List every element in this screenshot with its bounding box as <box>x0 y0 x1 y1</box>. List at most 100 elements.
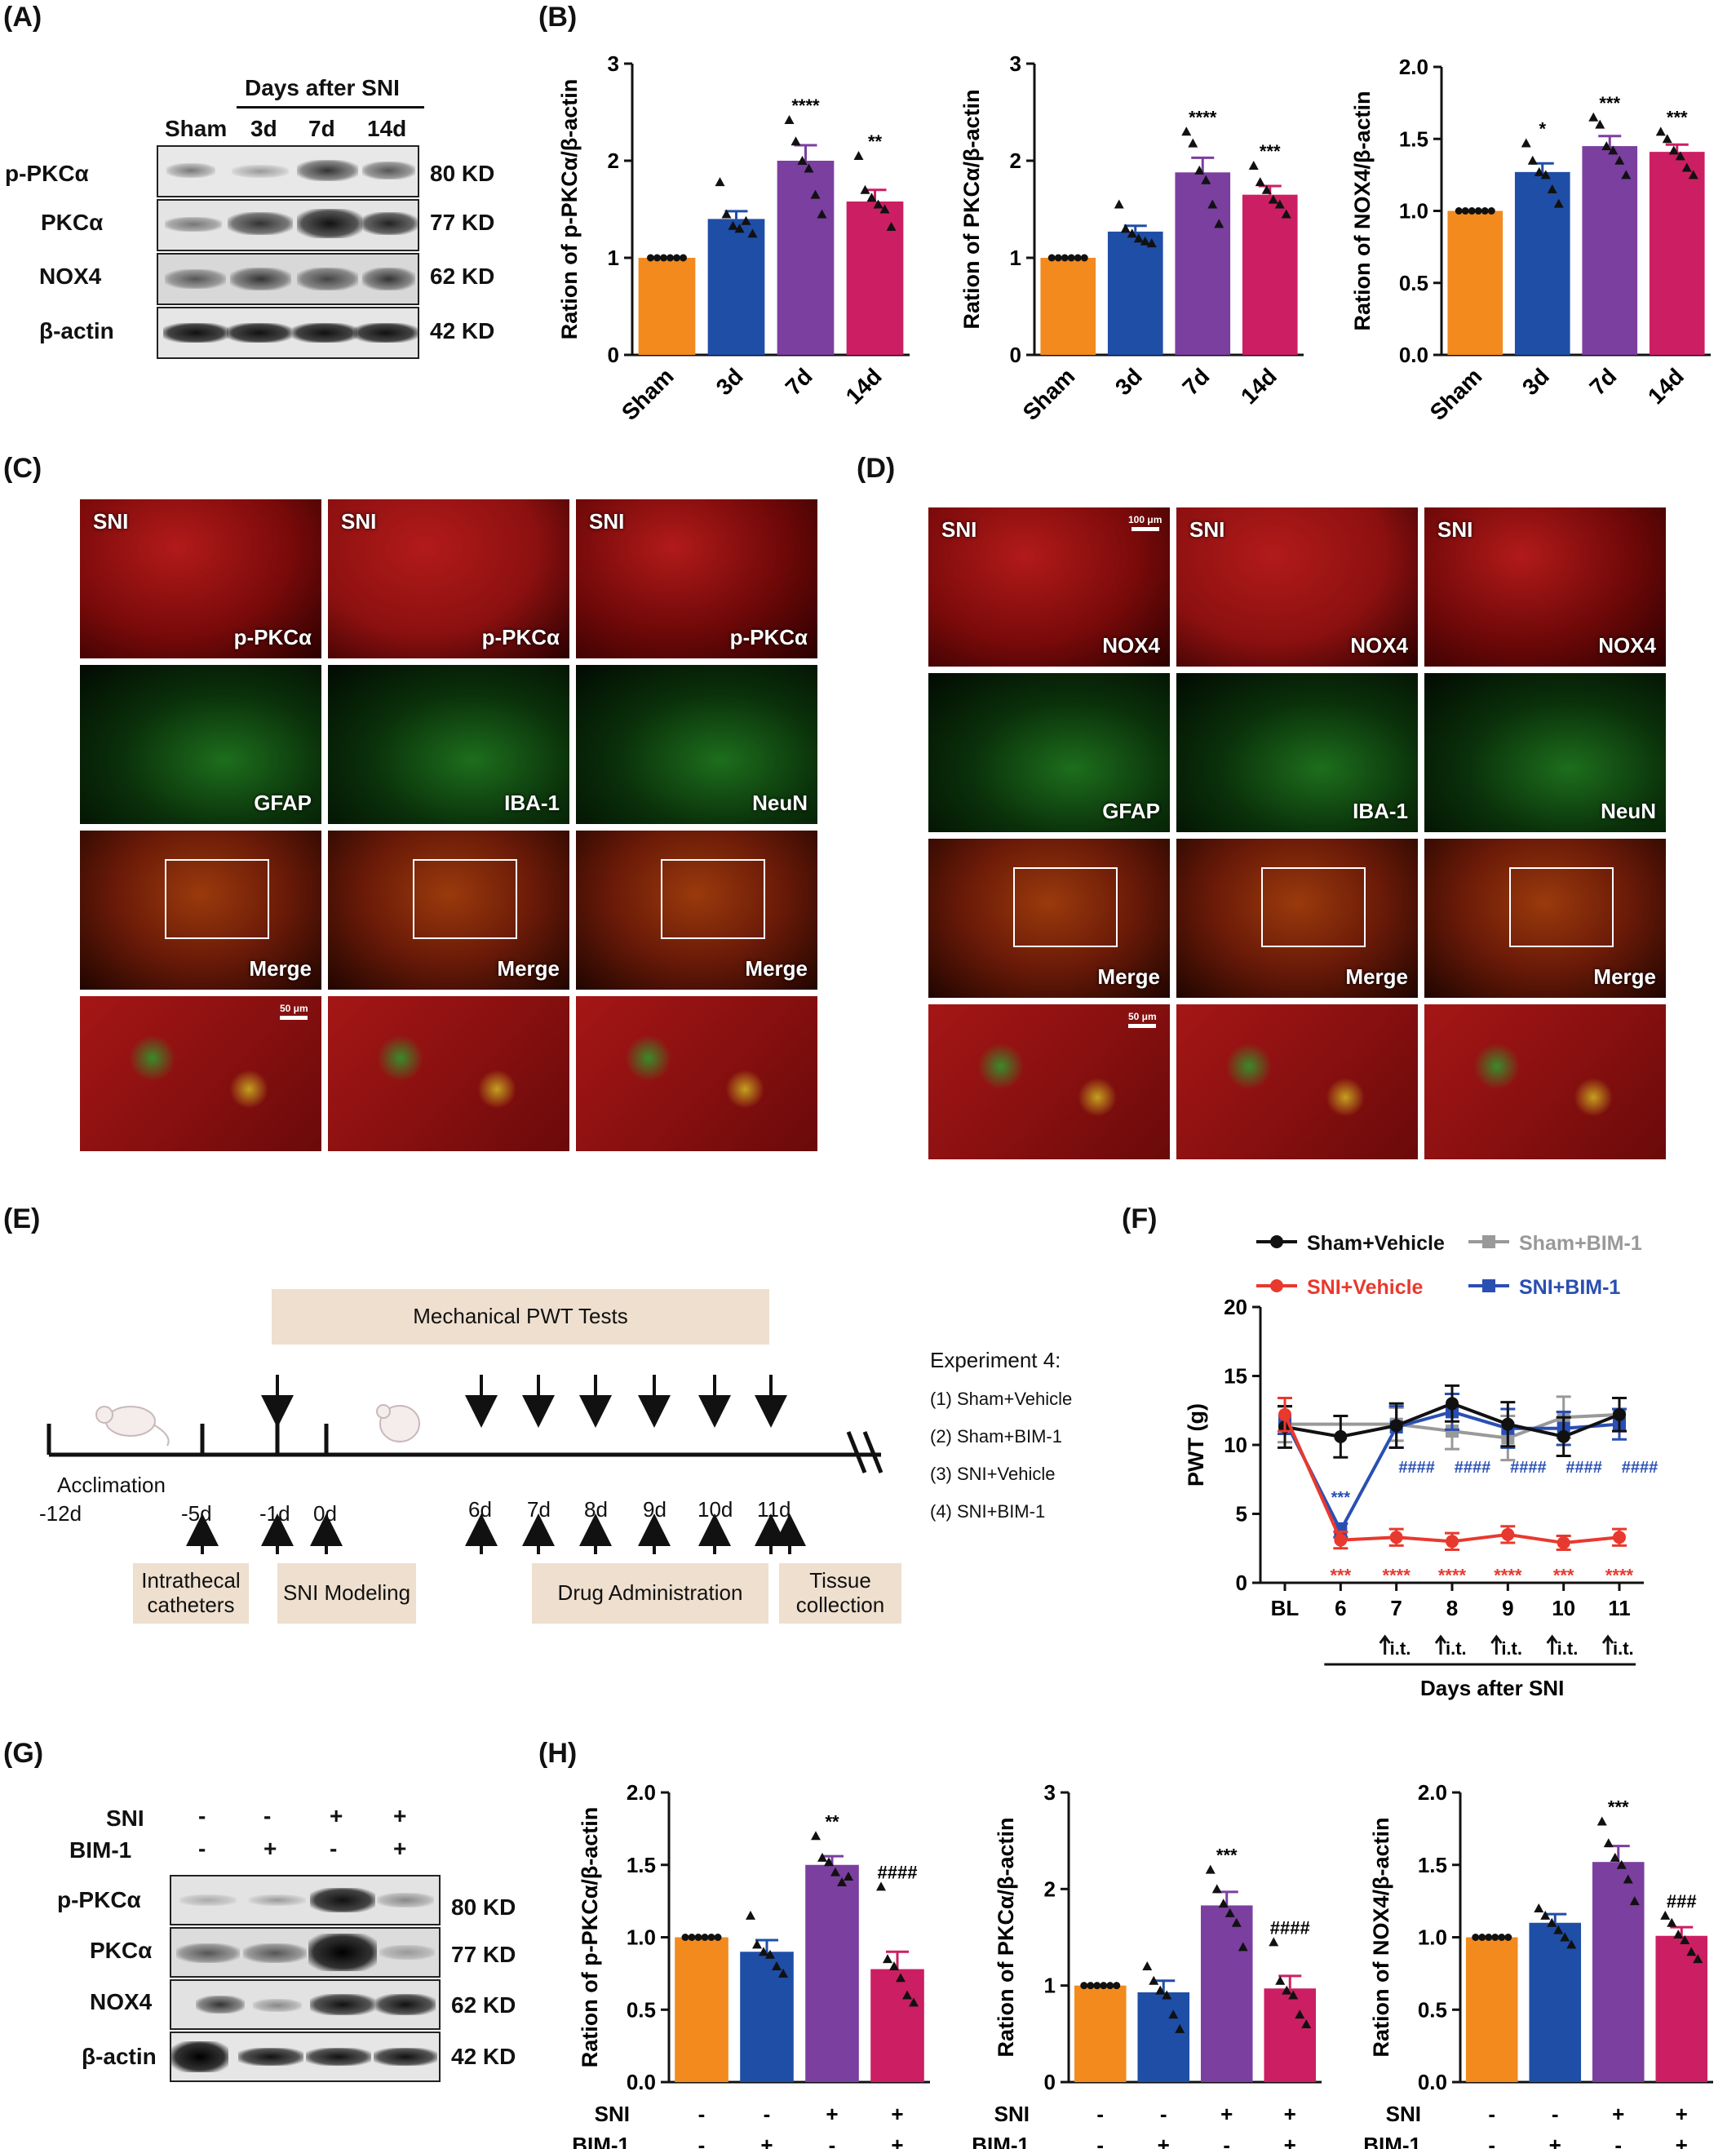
condition-value: - <box>764 2102 771 2126</box>
data-point <box>1201 175 1211 184</box>
significance-label: #### <box>878 1862 918 1882</box>
significance-label: **** <box>791 95 820 116</box>
micrograph-image: SNI NOX4 100 μm <box>928 507 1170 667</box>
data-point <box>1334 1429 1348 1443</box>
day-label: 10d <box>698 1497 733 1522</box>
significance-label: *** <box>1553 1565 1574 1585</box>
y-axis-label: Ration of p-PKCα/β-actin <box>557 79 582 340</box>
day-label: 8d <box>584 1497 608 1522</box>
micrograph-image <box>1424 1004 1666 1159</box>
data-point <box>1087 1982 1095 1990</box>
condition-value: + <box>760 2133 773 2149</box>
data-point <box>1472 1934 1480 1941</box>
data-point <box>1162 1990 1172 2000</box>
blot-row-name: PKCα <box>41 210 104 235</box>
kd-label: 77 KD <box>451 1942 516 1967</box>
data-point <box>1214 219 1224 228</box>
data-point <box>1478 1934 1486 1941</box>
significance-label: #### <box>1270 1917 1310 1938</box>
significance-label: #### <box>1398 1459 1435 1477</box>
stain-label: Merge <box>1593 964 1656 989</box>
day-label: 7d <box>527 1497 551 1522</box>
roi-box <box>1508 867 1614 947</box>
condition-label: BIM-1 <box>1363 2133 1421 2149</box>
data-point <box>810 189 821 199</box>
data-point <box>1207 199 1218 209</box>
data-point <box>1446 1397 1459 1411</box>
panel-label-f: (F) <box>1122 1203 1158 1234</box>
y-tick-label: 1 <box>608 246 619 270</box>
condition-value: + <box>891 2133 903 2149</box>
condition-value: - <box>1488 2133 1495 2149</box>
condition-value: + <box>1158 2133 1170 2149</box>
bar <box>675 1937 728 2082</box>
data-point <box>1667 1917 1677 1927</box>
data-point <box>1613 1407 1626 1421</box>
y-tick-label: 1.0 <box>1399 199 1428 224</box>
blot-band-nox4 <box>170 1979 441 2030</box>
data-point <box>1255 177 1265 187</box>
data-point <box>707 1934 715 1941</box>
data-point <box>778 1968 788 1978</box>
sni-tag: SNI <box>589 509 625 534</box>
data-point <box>688 1934 696 1941</box>
x-tick-label: 7d <box>781 363 817 400</box>
kd-label: 80 KD <box>430 161 495 186</box>
data-point <box>1481 207 1489 215</box>
data-point <box>673 254 680 262</box>
condition-label: BIM-1 <box>572 2133 630 2149</box>
y-tick-label: 20 <box>1224 1295 1247 1319</box>
y-tick-label: 0.5 <box>627 1997 656 2022</box>
y-tick-label: 15 <box>1224 1364 1247 1389</box>
data-point <box>759 1947 768 1956</box>
data-point <box>1181 126 1192 136</box>
bar <box>1529 1922 1582 2082</box>
data-point <box>1660 1910 1671 1920</box>
experiment-group: (2) Sham+BIM-1 <box>930 1426 1062 1447</box>
data-point <box>1282 1985 1292 1995</box>
data-point <box>1146 238 1157 248</box>
data-point <box>741 215 751 225</box>
stain-label: GFAP <box>1102 799 1160 823</box>
data-point <box>1080 254 1088 262</box>
panel-label-b: (B) <box>538 2 578 33</box>
bar <box>1582 146 1638 355</box>
kd-label: 42 KD <box>430 318 495 343</box>
condition-value: - <box>1096 2102 1104 2126</box>
condition-value: + <box>1284 2133 1296 2149</box>
data-point <box>1080 1982 1088 1990</box>
cond-name: SNI <box>106 1806 144 1831</box>
data-point <box>1521 138 1531 148</box>
data-point <box>1566 1939 1577 1949</box>
data-point <box>883 1954 892 1964</box>
stain-label: IBA-1 <box>1353 799 1408 823</box>
data-point <box>879 204 890 214</box>
bar <box>1242 194 1298 355</box>
data-point <box>1688 170 1698 179</box>
kd-label: 62 KD <box>430 264 495 289</box>
blot-band-p-pkca <box>157 145 419 197</box>
data-point <box>1498 1934 1506 1941</box>
y-tick-label: 2.0 <box>627 1780 656 1805</box>
y-tick-label: 2.0 <box>1399 55 1428 79</box>
data-point <box>1140 236 1150 246</box>
panel-label-h: (H) <box>538 1738 578 1769</box>
micrograph-image: Merge <box>80 831 321 990</box>
cond-name: BIM-1 <box>69 1837 132 1863</box>
y-tick-label: 1 <box>1044 1974 1056 1998</box>
data-point <box>1547 184 1557 194</box>
data-point <box>1120 224 1131 233</box>
x-tick-label: 3d <box>1110 363 1147 400</box>
data-point <box>1504 1934 1512 1941</box>
timeline-e: Mechanical PWT Tests <box>0 1207 1109 1664</box>
y-tick-label: 0 <box>1044 2070 1056 2094</box>
x-tick-label: 9 <box>1502 1596 1513 1620</box>
x-tick-label: 3d <box>1517 363 1554 400</box>
data-point <box>1681 162 1692 172</box>
western-blot-g: SNI BIM-1 - - + + - + - + p-PKCα PKCα NO… <box>0 1779 538 2138</box>
blot-band-nox4 <box>157 253 419 305</box>
day-label: 6d <box>468 1497 492 1522</box>
micrograph-image: SNI p-PKCα <box>80 499 321 658</box>
micrograph-image: Merge <box>328 831 569 990</box>
